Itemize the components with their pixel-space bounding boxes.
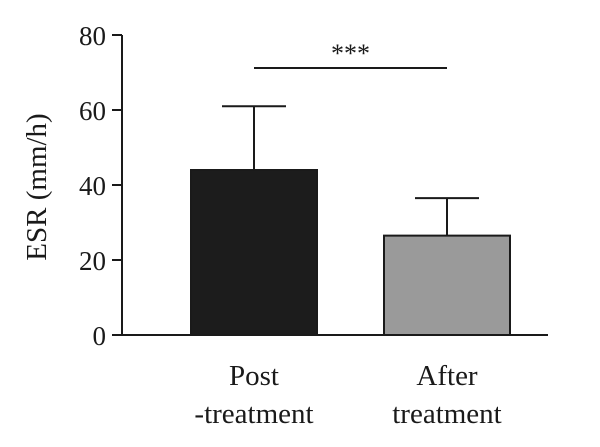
bar-2	[383, 234, 511, 336]
bar-1	[190, 169, 318, 336]
y-tick-label: 40	[79, 171, 106, 201]
y-tick-label: 20	[79, 246, 106, 276]
y-axis-title: ESR (mm/h)	[21, 113, 53, 260]
significance-label: ***	[331, 39, 370, 68]
y-tick-label: 80	[79, 21, 106, 51]
y-tick-label: 60	[79, 96, 106, 126]
x-category-label: Post	[229, 360, 279, 392]
x-category-label: -treatment	[194, 398, 313, 430]
x-category-label: treatment	[392, 398, 502, 430]
y-tick-label: 0	[93, 321, 107, 351]
x-category-label: After	[416, 360, 478, 392]
